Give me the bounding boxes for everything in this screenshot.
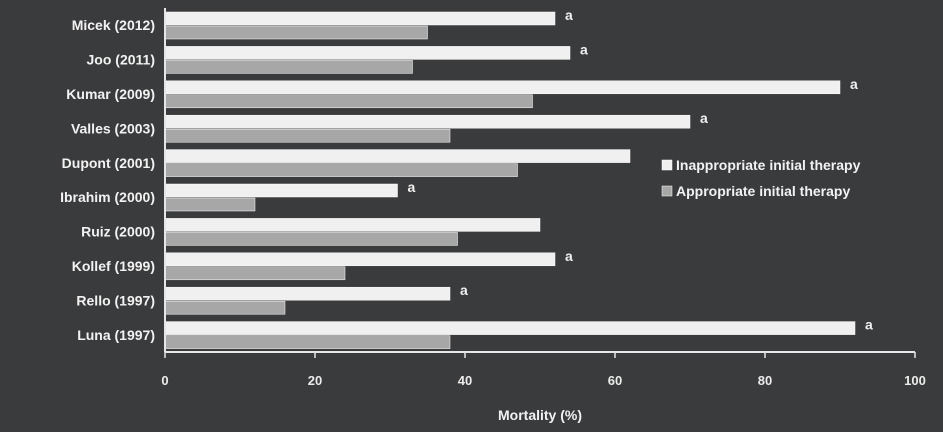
annotation-a: a [565, 248, 573, 264]
category-label: Dupont (2001) [62, 155, 155, 171]
x-tick-label: 40 [458, 373, 472, 388]
category-label: Ruiz (2000) [81, 224, 155, 240]
x-axis-ticks: 0 20 40 60 80 100 [161, 352, 926, 388]
bar-appropriate-9 [164, 335, 451, 349]
x-axis-title: Mortality (%) [498, 407, 582, 423]
annotation-a: a [865, 317, 873, 333]
category-label: Ibrahim (2000) [60, 189, 155, 205]
bar-appropriate-6 [164, 232, 458, 246]
bar-appropriate-1 [164, 60, 413, 74]
bar-inappropriate-2 [164, 80, 841, 95]
x-tick-label: 60 [608, 373, 622, 388]
legend: Inappropriate initial therapy Appropriate… [661, 157, 861, 199]
category-label: Kumar (2009) [66, 86, 155, 102]
x-tick-label: 0 [161, 373, 168, 388]
bar-appropriate-7 [164, 266, 346, 281]
bar-appropriate-2 [164, 94, 533, 109]
bar-appropriate-8 [164, 300, 286, 315]
category-label: Joo (2011) [87, 52, 155, 68]
bar-inappropriate-6 [164, 218, 541, 232]
x-tick-label: 80 [758, 373, 772, 388]
legend-label-appropriate: Appropriate initial therapy [676, 183, 850, 199]
category-label: Valles (2003) [71, 120, 155, 136]
annotation-a: a [460, 282, 468, 298]
bar-inappropriate-1 [164, 46, 571, 60]
category-label: Rello (1997) [76, 292, 155, 308]
legend-label-inappropriate: Inappropriate initial therapy [676, 157, 861, 173]
category-label: Luna (1997) [77, 327, 155, 343]
bar-appropriate-4 [164, 163, 518, 177]
bar-inappropriate-3 [164, 114, 691, 129]
bars-layer [164, 11, 856, 349]
bar-inappropriate-8 [164, 286, 451, 301]
category-label: Kollef (1999) [72, 258, 155, 274]
bar-appropriate-5 [164, 197, 256, 212]
annotation-a: a [565, 7, 573, 23]
x-tick-label: 20 [308, 373, 322, 388]
bar-inappropriate-7 [164, 252, 556, 267]
bar-inappropriate-0 [164, 11, 556, 26]
legend-swatch-appropriate [661, 185, 673, 197]
y-axis-labels: Micek (2012) Joo (2011) Kumar (2009) Valles… [60, 17, 155, 343]
annotation-a: a [580, 41, 588, 57]
bar-inappropriate-5 [164, 183, 398, 198]
annotation-a: a [408, 179, 416, 195]
category-label: Micek (2012) [72, 17, 155, 33]
significance-annotations: a a a a a a a a [408, 7, 874, 333]
annotation-a: a [700, 110, 708, 126]
bar-inappropriate-4 [164, 149, 631, 163]
bar-appropriate-3 [164, 128, 451, 143]
bar-appropriate-0 [164, 25, 428, 40]
legend-swatch-inappropriate [661, 159, 673, 171]
annotation-a: a [850, 76, 858, 92]
bar-inappropriate-9 [164, 321, 856, 335]
x-tick-label: 100 [904, 373, 926, 388]
